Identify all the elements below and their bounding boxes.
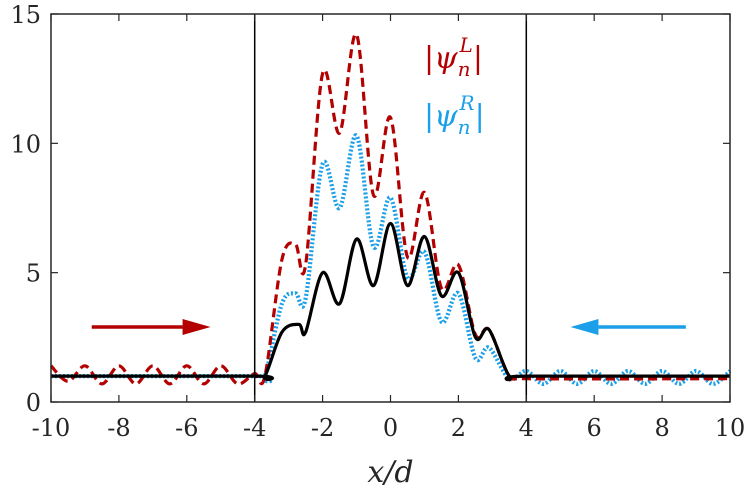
arrow-head — [570, 318, 599, 335]
arrow-right — [91, 318, 211, 335]
x-tick-label: 2 — [451, 414, 466, 442]
x-tick-label: -10 — [32, 414, 71, 442]
y-tick-label: 0 — [26, 389, 41, 417]
x-tick-label: 6 — [587, 414, 602, 442]
x-axis-label: x/d — [367, 455, 413, 490]
legend-sub: n — [458, 115, 471, 139]
direction-arrows — [91, 318, 686, 335]
y-tick-label: 10 — [10, 130, 41, 158]
x-tick-label: 10 — [715, 414, 746, 442]
x-tick-label: -6 — [175, 414, 198, 442]
legend-base: |ψ — [424, 99, 458, 134]
region-boundaries — [253, 14, 528, 402]
arrow-left — [570, 318, 686, 335]
legend-sup: L — [459, 33, 473, 57]
arrow-head — [182, 318, 211, 335]
series-line-solid — [50, 221, 730, 382]
legend-close: | — [475, 99, 485, 134]
legend-entry: |ψnL| — [424, 33, 483, 81]
x-tick-label: -4 — [243, 414, 266, 442]
legend-close: | — [473, 41, 483, 76]
legend-entry: |ψnR| — [424, 91, 485, 139]
plot-frame — [50, 13, 731, 403]
ticks: -10 -8 -6 -4 -2 0 2 4 6 8 10 0 5 10 15 — [10, 1, 745, 442]
legend-sup: R — [459, 91, 475, 115]
series-layer — [49, 32, 732, 386]
legend: |ψnL||ψnR| — [424, 33, 485, 139]
x-tick-label: -2 — [311, 414, 334, 442]
x-tick-label: 4 — [519, 414, 534, 442]
legend-sub: n — [458, 57, 471, 81]
legend-base: |ψ — [424, 41, 458, 76]
x-tick-label: -8 — [107, 414, 130, 442]
y-tick-label: 5 — [26, 260, 41, 288]
series-line-dotted — [50, 133, 732, 386]
x-tick-label: 8 — [654, 414, 669, 442]
series-line-dashed — [49, 32, 731, 386]
x-tick-label: 0 — [383, 414, 398, 442]
y-tick-label: 15 — [10, 1, 41, 29]
